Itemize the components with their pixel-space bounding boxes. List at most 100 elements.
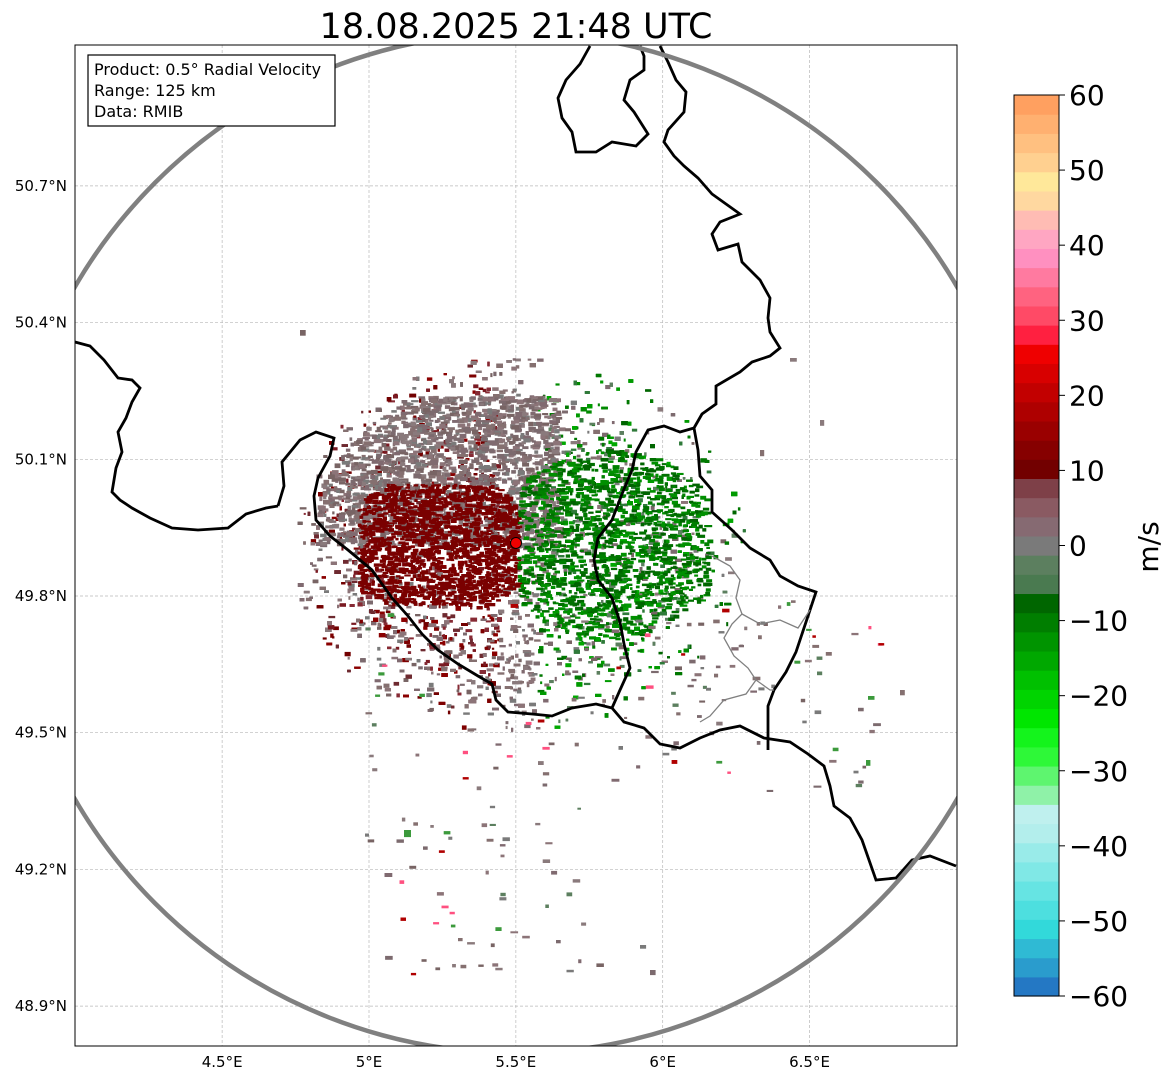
echo-pixel (704, 459, 710, 463)
echo-pixel (343, 559, 349, 564)
echo-pixel (490, 373, 493, 378)
echo-pixel (531, 718, 534, 721)
echo-pixel (540, 681, 543, 685)
echo-pixel (573, 647, 580, 651)
echo-pixel (457, 455, 464, 459)
echo-pixel (516, 365, 520, 369)
echo-pixel (672, 577, 676, 581)
echo-pixel (577, 483, 584, 488)
echo-pixel (640, 521, 646, 524)
echo-pixel (429, 633, 433, 637)
echo-pixel (577, 440, 581, 445)
echo-pixel (623, 438, 626, 442)
echo-pixel (518, 658, 522, 663)
echo-pixel (425, 659, 430, 664)
radar-echoes (294, 86, 905, 976)
echo-pixel (472, 696, 478, 700)
echo-pixel (453, 434, 457, 439)
echo-pixel (586, 642, 591, 646)
echo-pixel (678, 650, 682, 653)
echo-pixel (672, 521, 677, 526)
echo-pixel (374, 679, 381, 683)
echo-pixel (514, 703, 521, 707)
echo-pixel (583, 513, 588, 518)
echo-pixel (517, 593, 521, 597)
echo-pixel (598, 436, 605, 441)
echo-pixel (512, 358, 516, 361)
echo-pixel (517, 474, 521, 477)
echo-pixel (497, 672, 505, 675)
echo-pixel (436, 428, 439, 432)
echo-pixel (585, 587, 592, 590)
echo-pixel (353, 570, 360, 575)
echo-pixel (642, 609, 645, 613)
echo-pixel (564, 608, 569, 612)
echo-pixel (726, 622, 729, 627)
echo-pixel (593, 574, 598, 578)
echo-pixel (452, 376, 455, 380)
echo-pixel (468, 551, 473, 554)
echo-pixel (610, 562, 617, 567)
echo-pixel (645, 546, 653, 550)
echo-pixel (418, 666, 423, 670)
echo-pixel (438, 663, 445, 667)
echo-pixel (443, 656, 449, 660)
echo-pixel (461, 725, 467, 730)
echo-pixel (549, 680, 554, 684)
echo-pixel (498, 477, 502, 481)
echo-pixel (502, 666, 505, 671)
echo-pixel (537, 358, 544, 362)
echo-pixel (485, 676, 490, 679)
echo-pixel (529, 551, 536, 554)
echo-pixel (510, 628, 513, 631)
echo-pixel (585, 453, 589, 456)
echo-pixel (439, 641, 444, 645)
echo-pixel (374, 609, 380, 614)
echo-pixel (409, 637, 414, 640)
echo-pixel (572, 670, 579, 673)
echo-pixel (379, 623, 382, 627)
echo-pixel (430, 700, 433, 704)
echo-pixel (459, 683, 465, 686)
echo-pixel (565, 663, 572, 668)
echo-pixel (642, 577, 648, 581)
echo-pixel (725, 557, 732, 561)
echo-pixel (330, 633, 334, 638)
echo-pixel (596, 671, 601, 675)
echo-pixel (446, 616, 451, 620)
echo-pixel (418, 619, 422, 624)
echo-pixel (469, 453, 474, 457)
echo-pixel (512, 609, 519, 614)
echo-pixel (488, 663, 494, 667)
echo-pixel (551, 466, 558, 471)
echo-pixel (447, 710, 451, 715)
echo-pixel (458, 666, 463, 670)
echo-pixel (509, 698, 517, 703)
echo-pixel (376, 589, 380, 593)
echo-pixel (417, 696, 422, 699)
echo-pixel (494, 484, 499, 489)
echo-pixel (424, 506, 429, 511)
echo-pixel (409, 624, 414, 627)
echo-pixel (577, 445, 582, 450)
echo-pixel (331, 516, 337, 520)
echo-pixel (311, 564, 317, 567)
echo-pixel (477, 685, 484, 689)
echo-pixel (568, 596, 576, 601)
echo-pixel (591, 589, 595, 593)
echo-pixel (586, 410, 592, 414)
echo-pixel (583, 682, 591, 686)
echo-pixel (373, 449, 377, 453)
echo-pixel (697, 655, 700, 659)
echo-pixel (588, 523, 595, 527)
echo-pixel (666, 461, 671, 466)
echo-pixel (391, 656, 399, 660)
echo-pixel (595, 526, 602, 531)
echo-pixel (467, 364, 473, 368)
echo-pixel (546, 539, 553, 544)
echo-pixel (481, 586, 486, 590)
echo-pixel (493, 371, 497, 377)
echo-pixel (485, 620, 491, 623)
echo-pixel (454, 670, 458, 674)
